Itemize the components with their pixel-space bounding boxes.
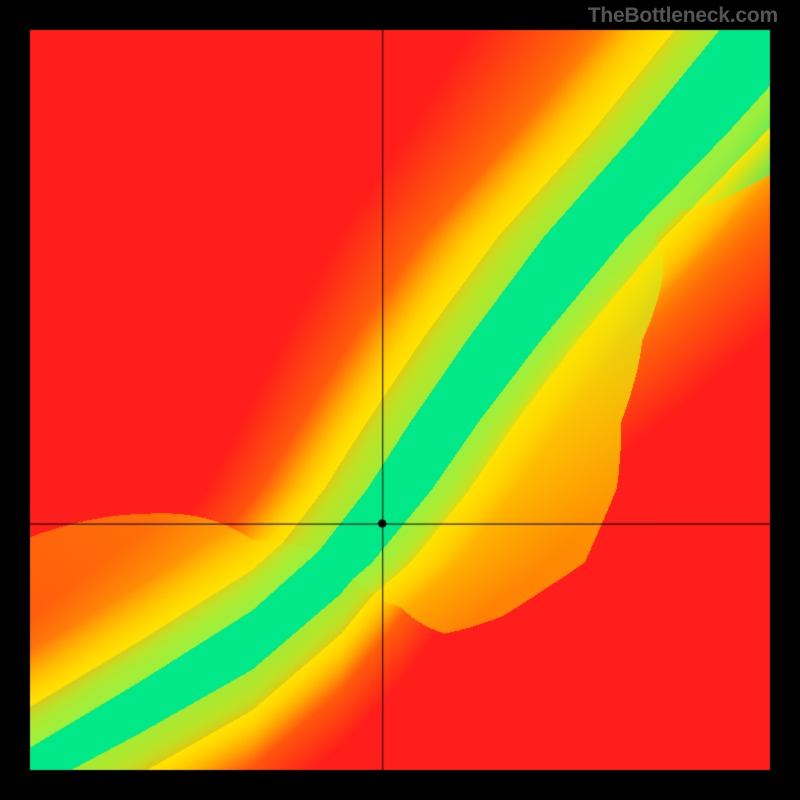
watermark-text: TheBottleneck.com <box>588 4 778 28</box>
bottleneck-heatmap <box>0 0 800 800</box>
chart-container: { "watermark": "TheBottleneck.com", "can… <box>0 0 800 800</box>
